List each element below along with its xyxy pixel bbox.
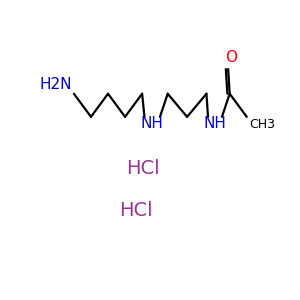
Text: NH: NH <box>203 116 226 131</box>
Text: HCl: HCl <box>127 159 160 178</box>
Text: O: O <box>225 50 237 65</box>
Text: CH3: CH3 <box>249 118 275 131</box>
Text: HCl: HCl <box>119 201 152 220</box>
Text: NH: NH <box>141 116 164 131</box>
Text: H2N: H2N <box>39 77 72 92</box>
